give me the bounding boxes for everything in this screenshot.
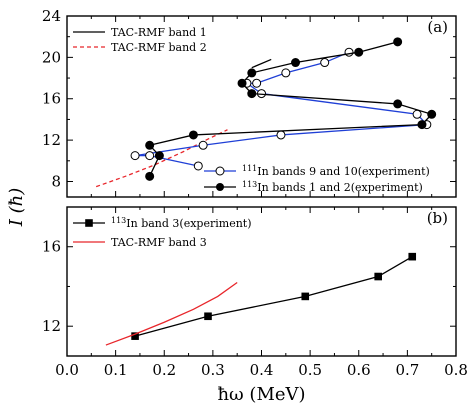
series-line-1 <box>105 281 238 346</box>
x-tick-label: 0.4 <box>250 361 274 379</box>
legend-sup: 113 <box>111 216 126 225</box>
x-tick-label: 0.1 <box>104 361 128 379</box>
data-point <box>374 272 382 281</box>
data-point <box>354 47 364 57</box>
x-tick-label: 0.5 <box>298 361 322 379</box>
legend-label: 113In bands 1 and 2(experiment) <box>242 180 423 194</box>
x-tick-label: 0.7 <box>395 361 419 379</box>
data-point <box>393 99 403 109</box>
y-axis-label: I (ħ) <box>6 188 27 227</box>
x-tick-label: 0.0 <box>55 361 79 379</box>
legend-marker <box>85 219 93 227</box>
x-tick-label: 0.8 <box>444 361 468 379</box>
y-tick-label: 12 <box>42 317 61 335</box>
y-tick-label: 20 <box>42 48 61 66</box>
data-point <box>417 120 427 130</box>
legend-text: In bands 1 and 2(experiment) <box>257 181 423 194</box>
data-point <box>188 130 198 140</box>
x-tick-label: 0.2 <box>152 361 176 379</box>
data-point <box>237 78 247 88</box>
legend-label: TAC-RMF band 3 <box>111 236 207 249</box>
legend-sup: 113 <box>242 180 257 189</box>
panel-tag: (a) <box>427 18 448 36</box>
data-point <box>252 78 262 88</box>
data-point <box>408 252 417 261</box>
legend-marker <box>215 166 225 176</box>
legend-text: In bands 9 and 10(experiment) <box>257 165 430 178</box>
data-point <box>145 140 155 150</box>
legend-marker <box>216 183 224 191</box>
panel-tag: (b) <box>427 209 448 227</box>
data-point <box>412 109 422 119</box>
data-point <box>276 130 286 140</box>
legend-entry: TAC-RMF band 3 <box>73 236 207 249</box>
data-point <box>301 292 310 301</box>
legend-sup: 111 <box>242 164 257 173</box>
data-point <box>193 161 203 171</box>
legend-label: 113In band 3(experiment) <box>111 216 252 230</box>
legend-label: TAC-RMF band 2 <box>111 41 207 54</box>
y-tick-label: 24 <box>42 7 61 25</box>
y-tick-label: 16 <box>42 90 61 108</box>
x-axis-label: ħω (MeV) <box>217 384 305 405</box>
panel-a: 8 12 16 20 24 (a) TAC-RMF band 1 TAC-RMF band 2… <box>42 7 457 198</box>
data-point <box>130 151 140 161</box>
series-line-2 <box>134 51 429 167</box>
data-point <box>145 151 155 161</box>
shared-axis-labels: I (ħ) ħω (MeV) <box>6 188 306 405</box>
data-point <box>204 312 212 321</box>
y-tick-label: 12 <box>42 131 61 149</box>
series-line-0 <box>251 58 272 69</box>
x-tick-label: 0.6 <box>347 361 371 379</box>
panel-b: 12 16 (b) 113In band 3(experiment) TAC-RMF b… <box>42 206 468 379</box>
data-point <box>281 68 291 78</box>
series-line-1 <box>95 129 228 188</box>
legend-entry: TAC-RMF band 1 <box>73 26 207 39</box>
data-point <box>291 58 301 68</box>
legend-label: TAC-RMF band 1 <box>111 26 207 39</box>
data-point <box>145 171 155 181</box>
data-point <box>247 68 257 78</box>
legend-text: In band 3(experiment) <box>126 217 251 230</box>
data-point <box>393 37 403 47</box>
y-tick-label: 8 <box>51 172 61 190</box>
legend-entry: 113In bands 1 and 2(experiment) <box>204 180 423 194</box>
data-point <box>247 89 257 99</box>
data-point <box>344 47 354 57</box>
data-point <box>154 151 164 161</box>
legend-entry: 111In bands 9 and 10(experiment) <box>204 164 430 178</box>
x-tick-label: 0.3 <box>201 361 225 379</box>
data-point <box>198 140 208 150</box>
legend-label: 111In bands 9 and 10(experiment) <box>242 164 430 178</box>
data-point <box>427 109 437 119</box>
series-line-3 <box>148 41 433 177</box>
legend-entry: TAC-RMF band 2 <box>73 41 207 54</box>
data-point <box>131 332 139 340</box>
legend-entry: 113In band 3(experiment) <box>73 216 252 230</box>
y-tick-label: 16 <box>42 238 61 256</box>
series-line-0 <box>134 256 413 337</box>
data-point <box>320 58 330 68</box>
